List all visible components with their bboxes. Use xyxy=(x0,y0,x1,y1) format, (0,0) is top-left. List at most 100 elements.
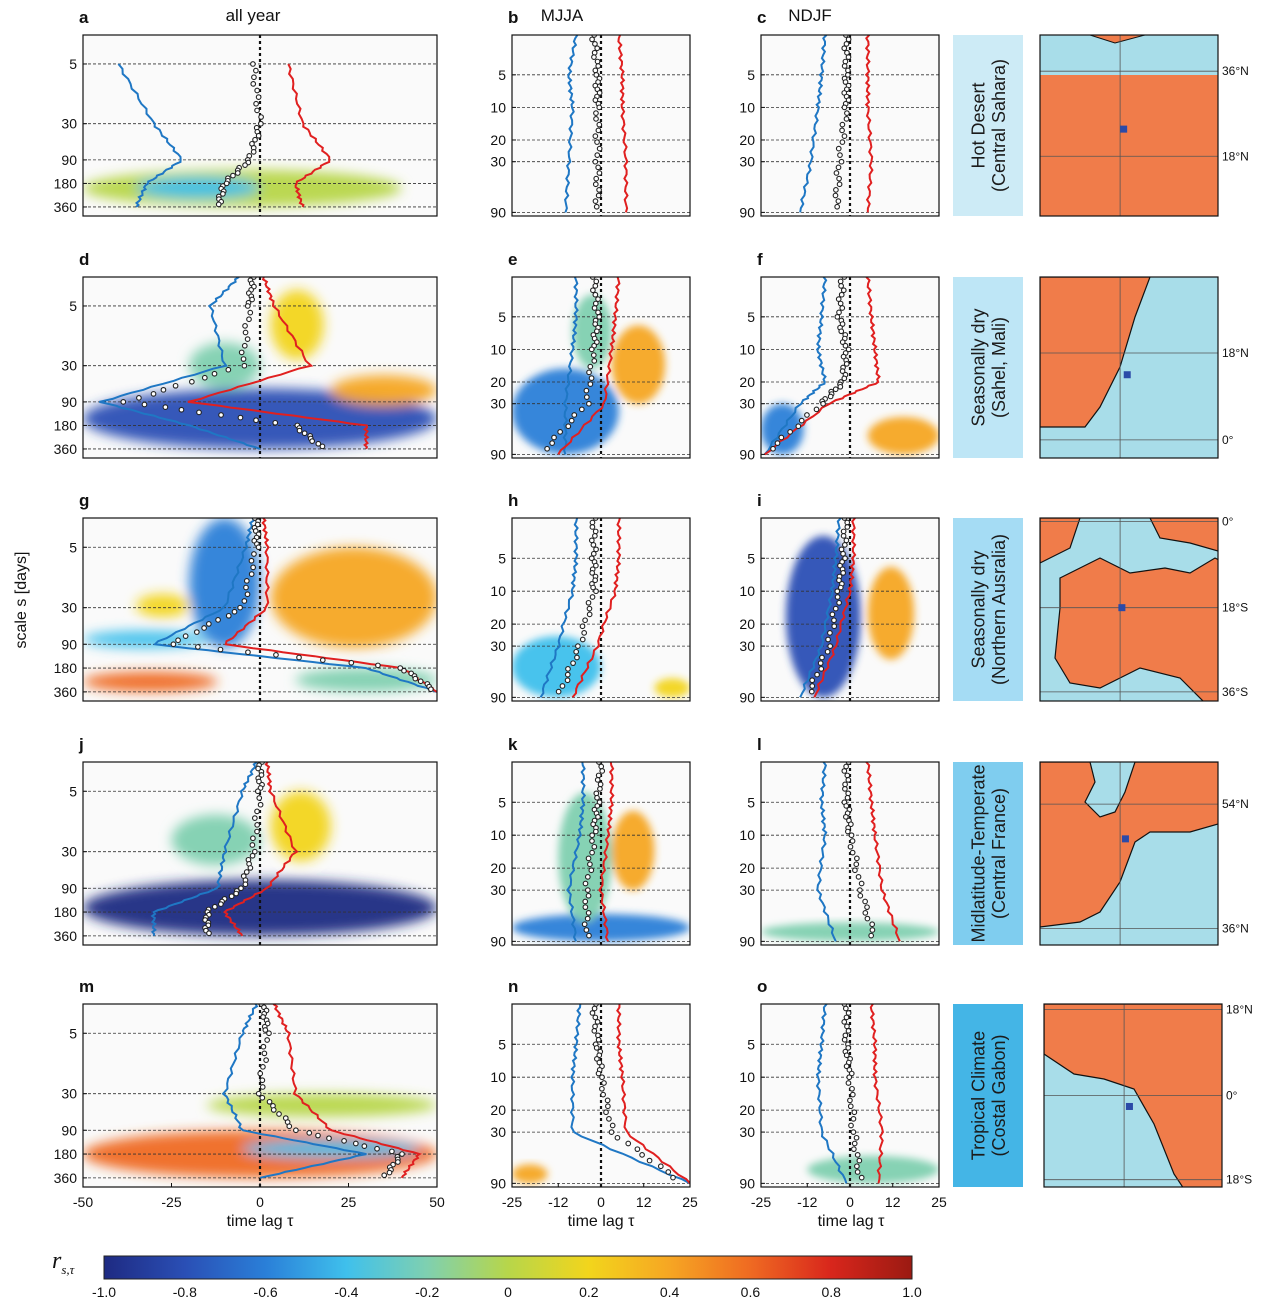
map-frame xyxy=(1039,761,1219,946)
maximum-marker xyxy=(595,79,601,85)
maximum-marker xyxy=(849,838,856,844)
maximum-marker xyxy=(234,170,241,176)
maximum-marker xyxy=(201,625,207,631)
maximum-marker xyxy=(589,832,595,839)
correlation-region xyxy=(189,518,260,648)
map-latitude-label: 36°N xyxy=(1222,64,1249,78)
correlation-region xyxy=(270,791,331,862)
map-latitude-label: 18°S xyxy=(1222,601,1248,615)
colorbar-ticks: -1.0 -0.8 -0.6 -0.4 -0.2 0 0.2 0.4 0.6 0.8 1.0 xyxy=(92,1284,922,1300)
maximum-marker xyxy=(254,788,261,795)
panel-c: c 5 10 20 30 90 xyxy=(739,8,940,220)
upper-confidence-bound xyxy=(865,762,901,942)
maximum-marker xyxy=(162,404,169,410)
y-tick-label: 30 xyxy=(61,116,77,132)
y-tick-label: 10 xyxy=(490,1069,506,1085)
maximum-marker xyxy=(864,904,870,911)
maximum-marker xyxy=(852,867,858,874)
maximum-marker xyxy=(584,915,591,922)
panel-plot-area xyxy=(761,518,939,701)
maximum-marker xyxy=(588,555,595,562)
y-tick-label: 20 xyxy=(739,616,755,632)
maximum-marker xyxy=(592,321,599,327)
map-land xyxy=(1089,35,1146,44)
maximum-marker xyxy=(593,203,600,210)
y-tick-label: 20 xyxy=(739,860,755,876)
map-latitude-label: 18°S xyxy=(1226,1173,1252,1187)
maximum-marker xyxy=(241,342,248,349)
correlation-region xyxy=(83,388,437,449)
y-tick-label: 90 xyxy=(490,446,506,462)
maximum-marker xyxy=(381,1172,388,1179)
panel-letter: l xyxy=(757,735,762,754)
maximum-marker xyxy=(559,683,566,689)
maximum-marker xyxy=(551,434,557,441)
maximum-marker xyxy=(253,100,259,107)
colorbar-bar xyxy=(103,1255,913,1280)
maximum-marker xyxy=(845,346,852,353)
maximum-marker xyxy=(606,1116,612,1122)
correlation-region xyxy=(295,668,437,692)
maximum-marker xyxy=(778,434,785,441)
station-marker xyxy=(1120,125,1128,133)
maximum-marker xyxy=(573,648,580,655)
maximum-marker xyxy=(851,1109,858,1116)
lower-confidence-bound xyxy=(539,518,579,698)
y-tick-label: 90 xyxy=(739,1175,755,1191)
y-tick-label: 360 xyxy=(54,1170,78,1186)
y-tick-label: 90 xyxy=(61,636,77,652)
x-tick-label: -12 xyxy=(548,1194,568,1210)
maximum-marker xyxy=(211,903,218,910)
maximum-marker xyxy=(594,1019,601,1025)
maximum-marker xyxy=(589,594,596,600)
maximum-marker xyxy=(242,881,249,888)
colorbar-symbol-r: r xyxy=(52,1248,62,1274)
x-tick-label: -50 xyxy=(73,1194,93,1210)
maximum-marker xyxy=(844,110,850,116)
maximum-marker xyxy=(599,1085,605,1092)
maximum-marker xyxy=(247,865,254,871)
maximum-marker xyxy=(570,660,576,667)
panel-frame xyxy=(760,517,940,702)
correlation-region xyxy=(136,177,260,199)
correlation-region xyxy=(270,547,437,648)
maximum-marker xyxy=(591,305,598,311)
maximum-marker xyxy=(244,591,251,598)
y-tick-label: 90 xyxy=(739,204,755,220)
maximum-marker xyxy=(842,1005,849,1012)
panel-plot-area xyxy=(512,277,690,458)
maximum-marker xyxy=(595,192,602,199)
correlation-region xyxy=(136,594,190,618)
station-marker xyxy=(1121,835,1129,843)
panel-i: i 5 10 20 30 90 xyxy=(739,491,940,705)
region-panels: Hot Desert(Central Sahara) 36°N18°NSeason… xyxy=(953,34,1253,1188)
maximum-marker xyxy=(592,67,599,74)
maximum-marker xyxy=(595,1070,602,1077)
maximum-marker xyxy=(837,152,843,159)
maxima-markers xyxy=(544,277,603,452)
maximum-marker xyxy=(589,519,596,526)
maximum-marker xyxy=(795,423,802,430)
maximum-marker xyxy=(218,901,224,907)
maximum-marker xyxy=(842,781,848,788)
maximum-marker xyxy=(243,584,249,591)
maximum-marker xyxy=(582,617,588,624)
maximum-marker xyxy=(593,110,599,116)
maximum-marker xyxy=(834,203,841,210)
maximum-marker xyxy=(592,97,599,104)
maximum-marker xyxy=(590,550,597,557)
maximum-marker xyxy=(583,394,590,401)
y-tick-label: 30 xyxy=(490,882,506,898)
maximum-marker xyxy=(845,1010,852,1016)
maximum-marker xyxy=(839,139,846,145)
maximum-marker xyxy=(590,352,597,358)
maximum-marker xyxy=(319,443,326,450)
maximum-marker xyxy=(251,551,257,557)
maximum-marker xyxy=(188,378,195,385)
region-2: Seasonally dry(Northern Ausralia) 0° 18°S 3… xyxy=(953,515,1248,702)
maximum-marker xyxy=(251,815,258,821)
region-label-box xyxy=(953,35,1023,216)
maximum-marker xyxy=(592,1014,599,1021)
maximum-marker xyxy=(592,133,599,139)
y-tick-label: 360 xyxy=(54,928,78,944)
